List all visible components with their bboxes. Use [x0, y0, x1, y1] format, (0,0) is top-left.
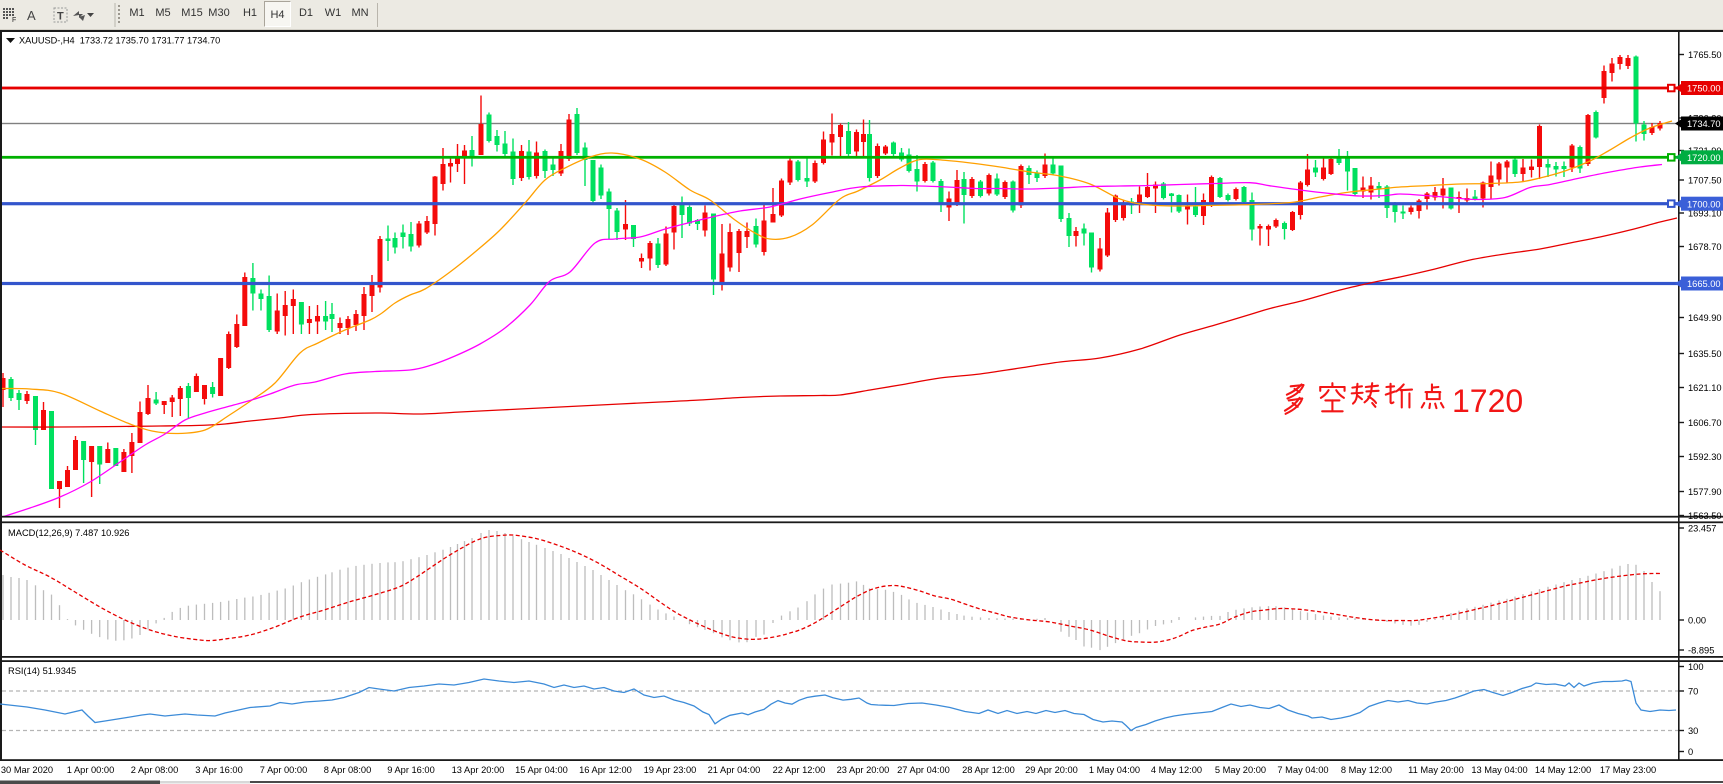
svg-text:13 Apr 20:00: 13 Apr 20:00	[452, 765, 505, 775]
svg-text:7 Apr 00:00: 7 Apr 00:00	[260, 765, 308, 775]
svg-text:5 May 20:00: 5 May 20:00	[1215, 765, 1266, 775]
svg-text:1693.10: 1693.10	[1688, 209, 1722, 219]
svg-text:1765.50: 1765.50	[1688, 50, 1722, 60]
svg-text:22 Apr 12:00: 22 Apr 12:00	[773, 765, 826, 775]
svg-text:1707.50: 1707.50	[1688, 176, 1722, 186]
svg-text:1606.70: 1606.70	[1688, 418, 1722, 428]
svg-text:27 Apr 04:00: 27 Apr 04:00	[897, 765, 950, 775]
svg-text:16 Apr 12:00: 16 Apr 12:00	[579, 765, 632, 775]
svg-text:1720.00: 1720.00	[1687, 153, 1721, 163]
svg-text:21 Apr 04:00: 21 Apr 04:00	[708, 765, 761, 775]
svg-text:28 Apr 12:00: 28 Apr 12:00	[962, 765, 1015, 775]
svg-text:T: T	[57, 11, 64, 23]
svg-text:30: 30	[1688, 726, 1698, 736]
svg-text:1592.30: 1592.30	[1688, 452, 1722, 462]
svg-text:A: A	[27, 8, 36, 23]
svg-text:8 Apr 08:00: 8 Apr 08:00	[324, 765, 372, 775]
svg-text:13 May 04:00: 13 May 04:00	[1471, 765, 1527, 775]
svg-text:3 Apr 16:00: 3 Apr 16:00	[195, 765, 243, 775]
svg-text:XAUUSD-,H4 1733.72 1735.70 17: XAUUSD-,H4 1733.72 1735.70 1731.77 1734.…	[19, 36, 220, 46]
svg-text:7 May 04:00: 7 May 04:00	[1277, 765, 1328, 775]
svg-text:19 Apr 23:00: 19 Apr 23:00	[644, 765, 697, 775]
svg-text:17 May 23:00: 17 May 23:00	[1600, 765, 1656, 775]
svg-text:F: F	[12, 17, 16, 24]
svg-text:100: 100	[1688, 662, 1704, 672]
svg-text:11 May 20:00: 11 May 20:00	[1408, 765, 1464, 775]
svg-text:9 Apr 16:00: 9 Apr 16:00	[387, 765, 435, 775]
svg-text:1621.10: 1621.10	[1688, 383, 1722, 393]
svg-text:-8.895: -8.895	[1688, 646, 1714, 656]
svg-text:15 Apr 04:00: 15 Apr 04:00	[515, 765, 568, 775]
svg-text:1 May 04:00: 1 May 04:00	[1089, 765, 1140, 775]
svg-text:23 Apr 20:00: 23 Apr 20:00	[837, 765, 890, 775]
svg-text:1 Apr 00:00: 1 Apr 00:00	[67, 765, 115, 775]
svg-text:1734.70: 1734.70	[1687, 119, 1721, 129]
svg-text:30 Mar 2020: 30 Mar 2020	[1, 765, 53, 775]
svg-text:1665.00: 1665.00	[1687, 279, 1721, 289]
svg-text:4 May 12:00: 4 May 12:00	[1151, 765, 1202, 775]
svg-text:MACD(12,26,9) 7.487 10.926: MACD(12,26,9) 7.487 10.926	[8, 528, 129, 538]
svg-text:70: 70	[1688, 687, 1698, 697]
svg-text:2 Apr 08:00: 2 Apr 08:00	[131, 765, 179, 775]
svg-text:1635.50: 1635.50	[1688, 349, 1722, 359]
svg-text:29 Apr 20:00: 29 Apr 20:00	[1025, 765, 1078, 775]
svg-text:23.457: 23.457	[1688, 524, 1716, 534]
svg-text:RSI(14) 51.9345: RSI(14) 51.9345	[8, 666, 76, 676]
svg-text:1750.00: 1750.00	[1687, 84, 1721, 94]
svg-text:1700.00: 1700.00	[1687, 199, 1721, 209]
svg-text:0.00: 0.00	[1688, 616, 1706, 626]
svg-text:14 May 12:00: 14 May 12:00	[1535, 765, 1591, 775]
svg-text:1649.90: 1649.90	[1688, 313, 1722, 323]
svg-text:1577.90: 1577.90	[1688, 487, 1722, 497]
svg-text:8 May 12:00: 8 May 12:00	[1341, 765, 1392, 775]
svg-text:1678.70: 1678.70	[1688, 242, 1722, 252]
svg-text:0: 0	[1688, 747, 1693, 757]
svg-text:1563.50: 1563.50	[1688, 511, 1722, 521]
svg-text:1720: 1720	[1452, 383, 1523, 419]
